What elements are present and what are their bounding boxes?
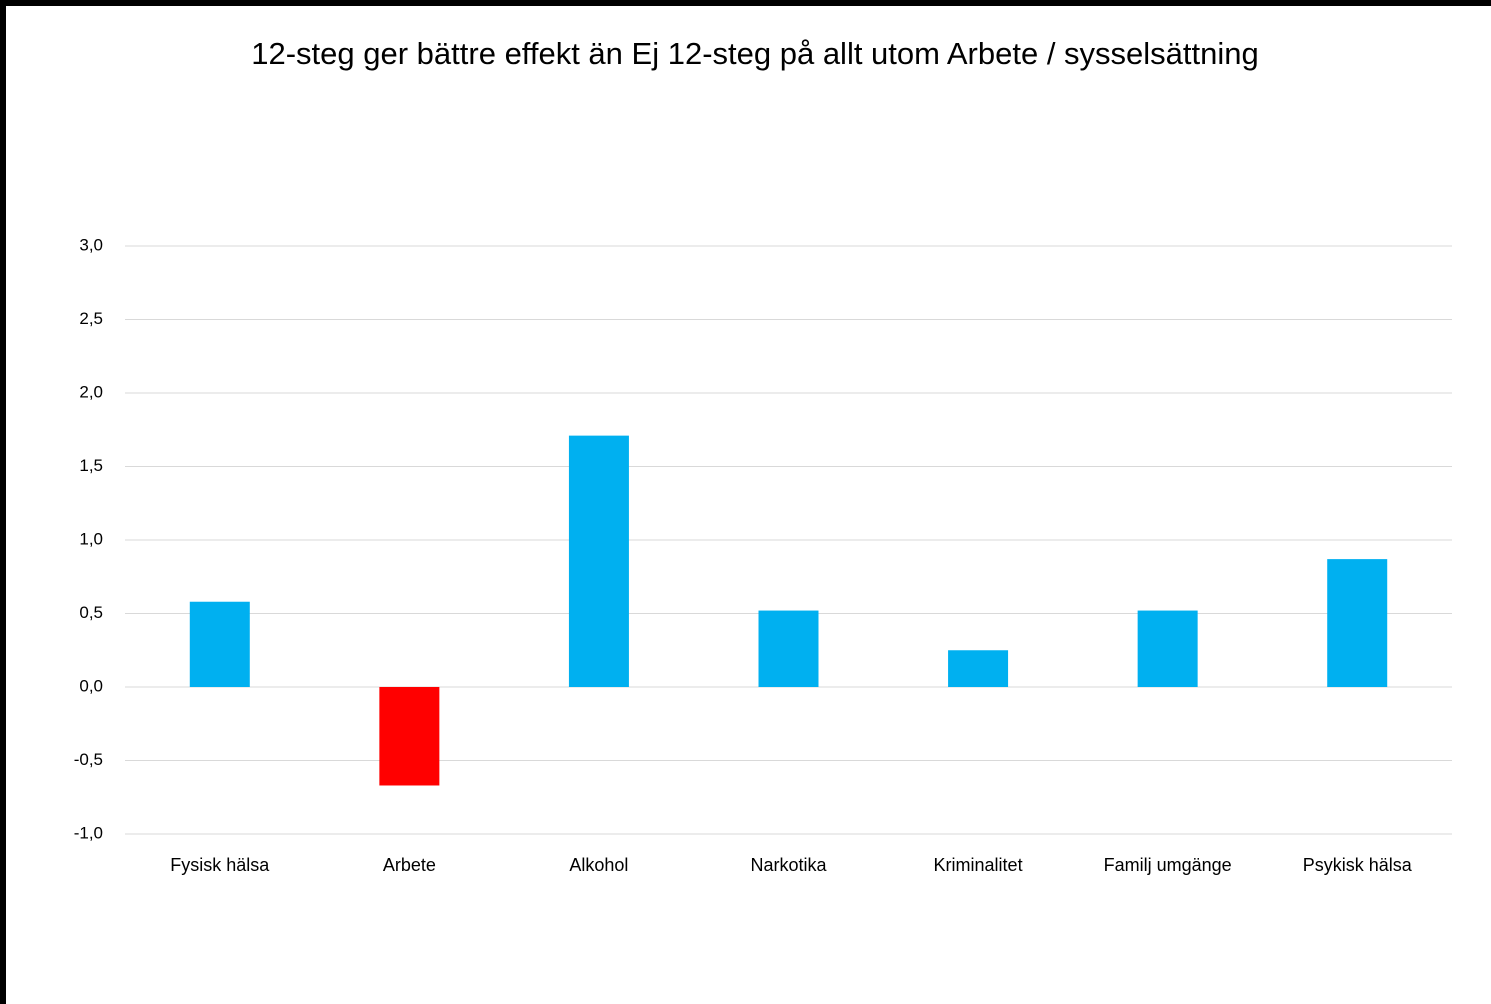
y-tick-label: -0,5 bbox=[74, 750, 103, 769]
x-tick-label: Narkotika bbox=[750, 855, 827, 875]
bar bbox=[1327, 559, 1388, 687]
y-tick-label: 1,5 bbox=[79, 456, 103, 475]
y-tick-label: 0,5 bbox=[79, 603, 103, 622]
bar bbox=[1137, 610, 1198, 687]
bar bbox=[568, 435, 629, 687]
y-tick-label: -1,0 bbox=[74, 823, 103, 842]
bar bbox=[758, 610, 819, 687]
y-tick-label: 3,0 bbox=[79, 235, 103, 254]
bar bbox=[189, 601, 250, 687]
chart-title: 12-steg ger bättre effekt än Ej 12-steg … bbox=[251, 36, 1259, 71]
y-tick-label: 2,0 bbox=[79, 382, 103, 401]
y-tick-label: 1,0 bbox=[79, 529, 103, 548]
x-tick-label: Familj umgänge bbox=[1104, 855, 1232, 875]
x-tick-label: Kriminalitet bbox=[934, 855, 1023, 875]
y-tick-label: 0,0 bbox=[79, 676, 103, 695]
x-tick-label: Psykisk hälsa bbox=[1303, 855, 1413, 875]
y-tick-label: 2,5 bbox=[79, 309, 103, 328]
x-tick-label: Alkohol bbox=[569, 855, 628, 875]
bar bbox=[948, 650, 1009, 687]
bar bbox=[379, 687, 440, 786]
x-tick-label: Fysisk hälsa bbox=[170, 855, 270, 875]
x-tick-label: Arbete bbox=[383, 855, 436, 875]
